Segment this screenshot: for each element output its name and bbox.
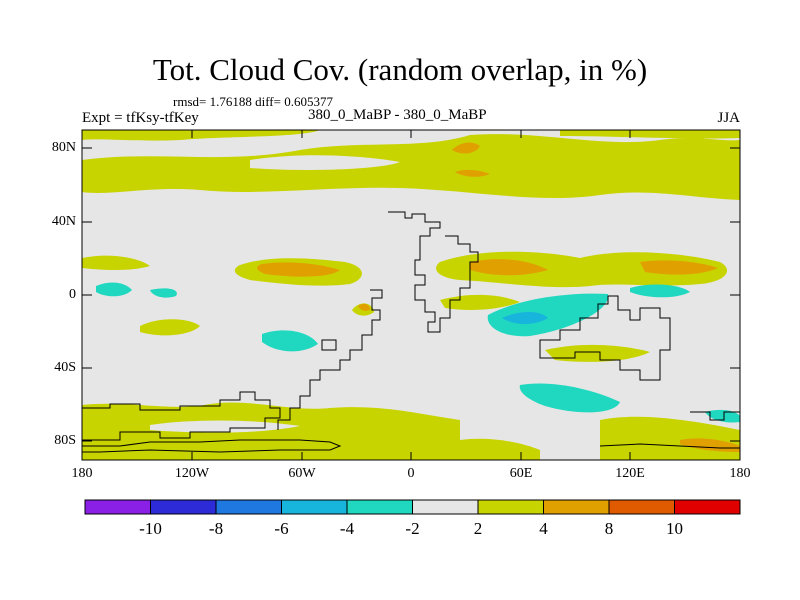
field-region-neg bbox=[150, 288, 177, 298]
field-region-neg bbox=[519, 383, 620, 413]
field-region-neg bbox=[630, 284, 690, 298]
field-region-pos48 bbox=[640, 260, 718, 275]
colorbar-label: -8 bbox=[208, 519, 224, 538]
field-region-pos bbox=[560, 130, 740, 139]
field-region-pos48 bbox=[358, 303, 370, 311]
experiment-label: Expt = tfKsy-tfKey bbox=[82, 110, 199, 126]
field-region-gap bbox=[250, 155, 400, 170]
field-region-neg bbox=[262, 330, 318, 352]
colorbar-swatch bbox=[346, 499, 413, 515]
field-region-pos bbox=[82, 130, 320, 141]
case-label: 380_0_MaBP - 380_0_MaBP bbox=[308, 107, 487, 123]
field-region-neg bbox=[96, 282, 132, 297]
field-region-pos bbox=[82, 134, 740, 200]
coastline-antarctica bbox=[82, 391, 281, 441]
colorbar-swatch bbox=[608, 499, 675, 515]
colorbar-label: -2 bbox=[405, 519, 420, 538]
field-region-pos48 bbox=[455, 169, 490, 177]
field-region-gap bbox=[150, 420, 300, 433]
lat-label: 40N bbox=[51, 214, 76, 229]
coastline-detail bbox=[321, 339, 337, 351]
lon-label: 180 bbox=[729, 466, 751, 481]
axis-ticks bbox=[81, 130, 741, 460]
colorbar-swatch bbox=[150, 499, 217, 515]
lon-label: 0 bbox=[407, 466, 415, 481]
field-region-pos bbox=[460, 438, 540, 460]
lat-label: 80S bbox=[54, 433, 76, 448]
lon-label: 60E bbox=[509, 466, 533, 481]
field-region-neg46 bbox=[502, 312, 548, 324]
map-field bbox=[82, 130, 740, 460]
colorbar-label: -10 bbox=[139, 519, 162, 538]
colorbar-label: -4 bbox=[339, 519, 355, 538]
lat-label: 0 bbox=[69, 287, 76, 302]
field-region-neg bbox=[487, 293, 609, 337]
coastline-africa-eurasia bbox=[388, 211, 479, 333]
coastline-australia bbox=[539, 295, 671, 381]
field-region-pos48 bbox=[680, 438, 740, 452]
field-region-pos48 bbox=[470, 259, 548, 276]
coastline-east-antarctica bbox=[599, 443, 740, 449]
field-region-pos48 bbox=[452, 142, 480, 154]
coastline-south-america bbox=[277, 289, 383, 430]
colorbar-swatch bbox=[412, 499, 479, 515]
colorbar-swatch bbox=[84, 499, 151, 515]
field-region-neg bbox=[705, 409, 740, 423]
field-region-pos bbox=[140, 319, 200, 336]
lon-label: 60W bbox=[288, 466, 316, 481]
colorbar-label: 10 bbox=[666, 519, 683, 538]
lon-label: 120W bbox=[174, 466, 210, 481]
stats-text: rmsd= 1.76188 diff= 0.605377 bbox=[173, 94, 333, 109]
field-region-pos48 bbox=[257, 262, 340, 277]
lat-label: 80N bbox=[51, 140, 76, 155]
continent-outlines bbox=[82, 211, 740, 453]
lon-label: 120E bbox=[615, 466, 645, 481]
coastline-ross bbox=[690, 411, 740, 421]
plot-title: Tot. Cloud Cov. (random overlap, in %) bbox=[152, 52, 648, 87]
season-label: JJA bbox=[717, 110, 740, 126]
lon-label: 180 bbox=[71, 466, 93, 481]
colorbar-label: -6 bbox=[274, 519, 289, 538]
colorbar-label: 4 bbox=[539, 519, 548, 538]
field-region-pos bbox=[82, 255, 150, 270]
colorbar-swatch bbox=[674, 499, 741, 515]
field-region-pos bbox=[82, 402, 460, 460]
colorbar-swatch bbox=[543, 499, 610, 515]
colorbar bbox=[84, 499, 741, 515]
coastline-antarctica-rim bbox=[82, 439, 342, 453]
colorbar-label: 8 bbox=[604, 519, 614, 538]
colorbar-swatch bbox=[281, 499, 348, 515]
lat-label: 40S bbox=[54, 360, 76, 375]
colorbar-label: 2 bbox=[473, 519, 483, 538]
colorbar-swatch bbox=[215, 499, 282, 515]
colorbar-swatch bbox=[477, 499, 544, 515]
